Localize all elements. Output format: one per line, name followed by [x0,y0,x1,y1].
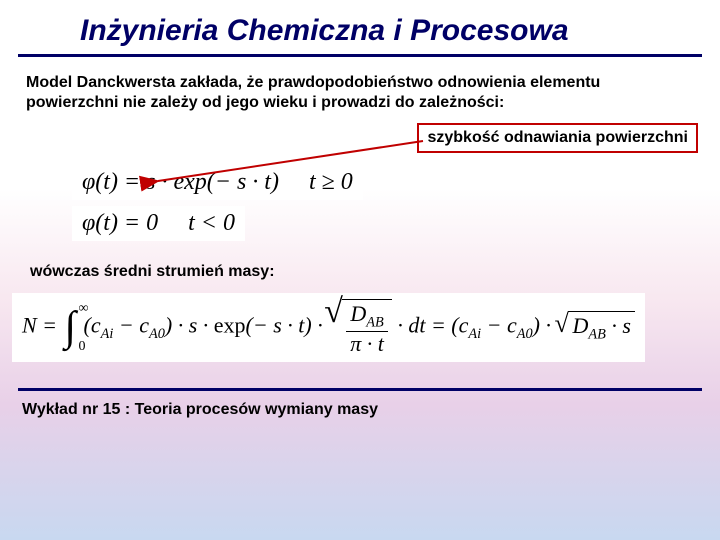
footer-text: Wykład nr 15 : Teoria procesów wymiany m… [22,401,720,419]
equation-2: φ(t) = 0 t < 0 [72,206,720,241]
bottom-rule [18,388,702,391]
title-rule [18,54,702,57]
eq2-rhs: t < 0 [188,210,235,236]
callout-arrow [148,137,428,197]
callout-box: szybkość odnawiania powierzchni [417,123,698,153]
page-title: Inżynieria Chemiczna i Procesowa [0,0,720,54]
intro-text: Model Danckwersta zakłada, że prawdopodo… [18,67,702,119]
callout-row: szybkość odnawiania powierzchni [18,123,702,157]
mid-text: wówczas średni strumień masy: [30,263,720,281]
equation-3: N = ∞∫0 (cAi − cA0) · s · exp(− s · t) ·… [0,293,720,362]
eq2-lhs: φ(t) = 0 [82,210,158,236]
